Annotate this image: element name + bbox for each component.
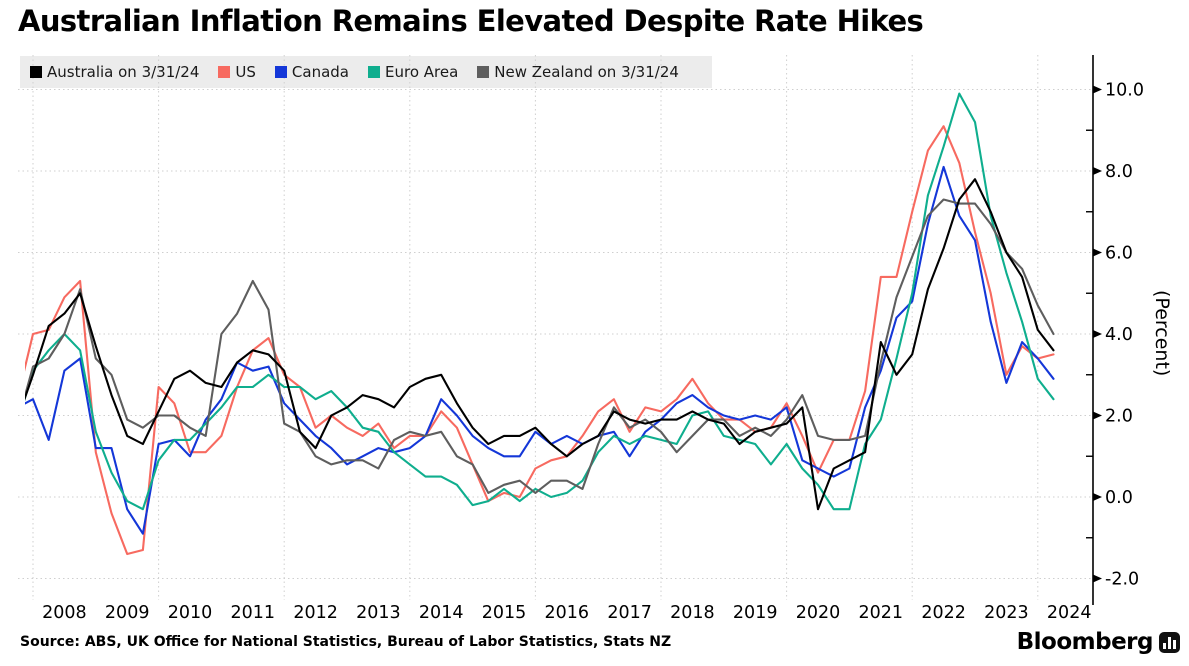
bloomberg-terminal-bars-icon bbox=[1159, 631, 1180, 653]
svg-text:2019: 2019 bbox=[733, 603, 778, 623]
svg-text:2024: 2024 bbox=[1047, 603, 1092, 623]
chart-title: Australian Inflation Remains Elevated De… bbox=[18, 4, 924, 38]
legend-swatch-us bbox=[218, 66, 231, 78]
svg-text:10.0: 10.0 bbox=[1105, 81, 1144, 101]
legend-swatch-new_zealand bbox=[477, 66, 490, 78]
svg-text:2023: 2023 bbox=[984, 603, 1029, 623]
series-line-canada bbox=[25, 165, 1055, 535]
legend-label-euro_area: Euro Area bbox=[385, 63, 459, 81]
legend-swatch-canada bbox=[274, 66, 287, 78]
source-attribution: Source: ABS, UK Office for National Stat… bbox=[20, 634, 672, 650]
legend-label-australia: Australia on 3/31/24 bbox=[47, 63, 200, 81]
svg-text:2012: 2012 bbox=[293, 603, 338, 623]
svg-text:2022: 2022 bbox=[921, 603, 966, 623]
legend-item-australia: Australia on 3/31/24 bbox=[30, 63, 199, 81]
bloomberg-branding: Bloomberg bbox=[1017, 629, 1180, 655]
svg-text:2009: 2009 bbox=[105, 603, 150, 623]
series-line-new_zealand bbox=[25, 198, 1055, 494]
bloomberg-wordmark: Bloomberg bbox=[1016, 629, 1154, 655]
series-line-australia bbox=[25, 178, 1055, 511]
svg-text:2013: 2013 bbox=[356, 603, 401, 623]
series-line-euro_area bbox=[25, 92, 1055, 511]
svg-text:2020: 2020 bbox=[796, 603, 841, 623]
series-lines bbox=[25, 92, 1055, 556]
svg-text:2017: 2017 bbox=[607, 603, 652, 623]
svg-text:2021: 2021 bbox=[859, 603, 904, 623]
legend-item-us: US bbox=[218, 63, 256, 81]
chart-legend: Australia on 3/31/24 US Canada Euro Area New… bbox=[20, 56, 689, 88]
y-axis-ticks-labels: -2.0 0.0 2.0 4.0 6.0 8.0 10.0 bbox=[1086, 81, 1144, 590]
svg-text:2014: 2014 bbox=[419, 603, 464, 623]
svg-text:-2.0: -2.0 bbox=[1105, 570, 1139, 590]
svg-text:6.0: 6.0 bbox=[1105, 244, 1133, 264]
legend-background bbox=[20, 56, 712, 88]
legend-label-new_zealand: New Zealand on 3/31/24 bbox=[494, 63, 679, 81]
svg-text:0.0: 0.0 bbox=[1105, 488, 1133, 508]
x-axis-labels: 2008 2009 2010 2011 2012 2013 2014 2015 2016 2017… bbox=[42, 603, 1091, 623]
series-line-us bbox=[25, 125, 1055, 556]
svg-text:2008: 2008 bbox=[42, 603, 87, 623]
svg-text:2015: 2015 bbox=[482, 603, 527, 623]
svg-text:2010: 2010 bbox=[168, 603, 213, 623]
svg-text:2011: 2011 bbox=[231, 603, 276, 623]
legend-swatch-australia bbox=[30, 66, 42, 78]
svg-text:8.0: 8.0 bbox=[1105, 162, 1133, 182]
svg-text:2016: 2016 bbox=[545, 603, 590, 623]
legend-label-canada: Canada bbox=[291, 63, 349, 81]
svg-text:4.0: 4.0 bbox=[1105, 325, 1133, 345]
legend-item-canada: Canada bbox=[274, 63, 349, 81]
gridlines bbox=[18, 55, 1093, 600]
legend-label-us: US bbox=[235, 63, 256, 81]
y-axis-unit-label: (Percent) bbox=[1151, 289, 1173, 377]
legend-item-euro_area: Euro Area bbox=[368, 63, 458, 81]
svg-text:2018: 2018 bbox=[670, 603, 715, 623]
legend-swatch-euro_area bbox=[368, 66, 380, 78]
svg-text:2.0: 2.0 bbox=[1105, 407, 1133, 427]
legend-item-new_zealand: New Zealand on 3/31/24 bbox=[477, 63, 679, 81]
